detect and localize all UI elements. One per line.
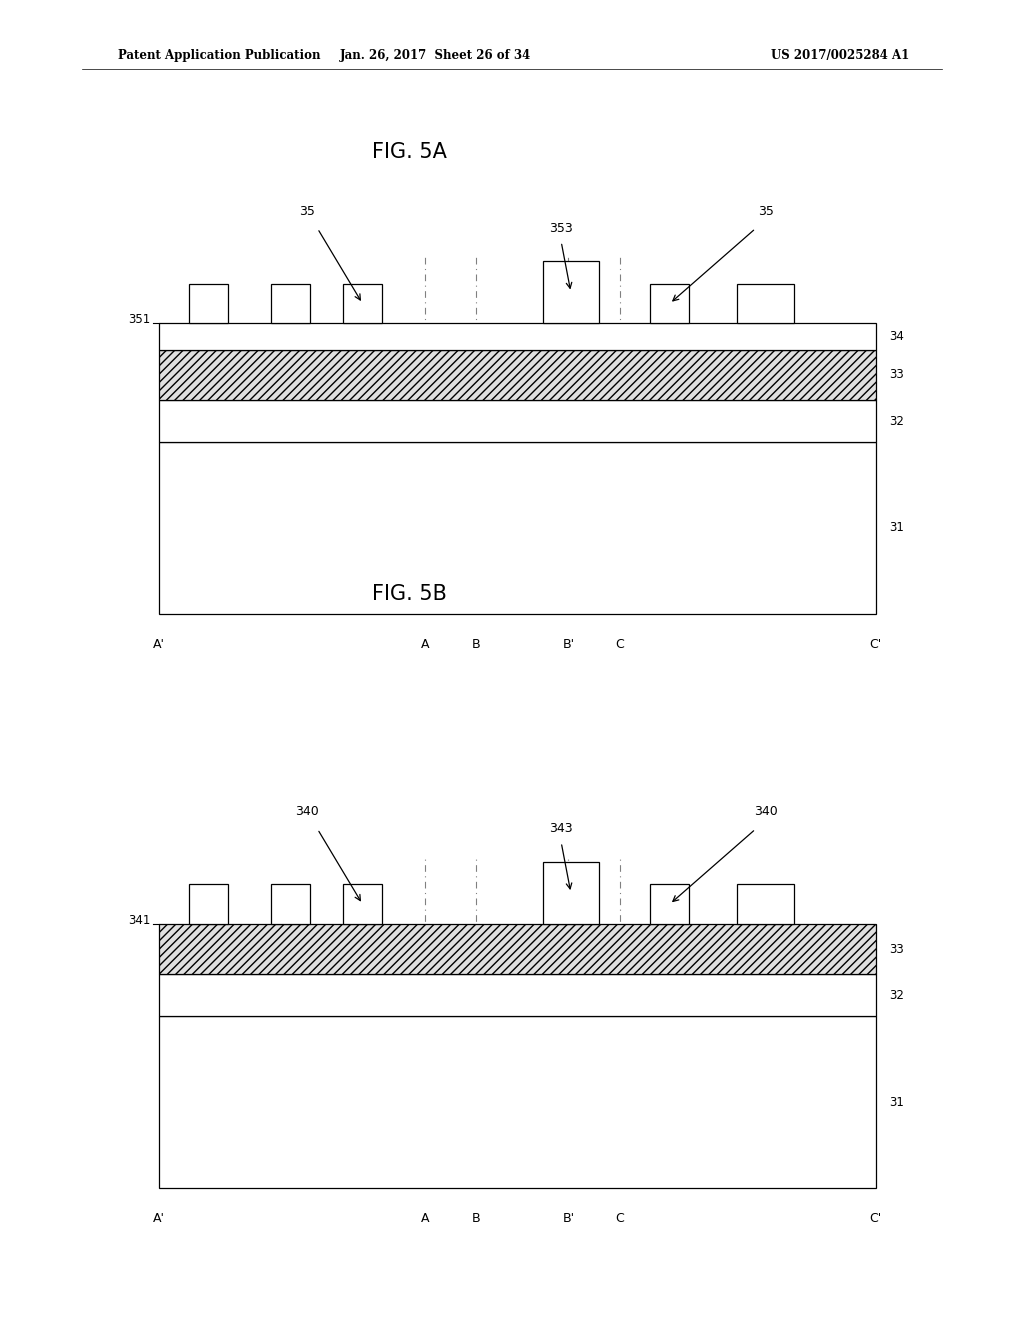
Text: 351: 351 — [128, 313, 151, 326]
Bar — [650, 884, 689, 924]
Text: 33: 33 — [889, 368, 903, 381]
Text: A: A — [421, 1212, 429, 1225]
Text: 353: 353 — [549, 222, 573, 235]
Text: C: C — [615, 1212, 624, 1225]
Text: 32: 32 — [889, 989, 904, 1002]
Bar — [271, 884, 310, 924]
Text: 33: 33 — [889, 942, 903, 956]
Text: 341: 341 — [128, 913, 151, 927]
Text: 34: 34 — [889, 330, 904, 343]
Text: 31: 31 — [889, 521, 904, 535]
Text: 340: 340 — [754, 805, 778, 818]
Text: 35: 35 — [758, 205, 774, 218]
Bar — [189, 884, 228, 924]
Bar — [343, 884, 382, 924]
Bar — [189, 284, 228, 323]
Bar — [159, 350, 876, 400]
Bar — [159, 442, 876, 614]
Text: FIG. 5B: FIG. 5B — [372, 583, 447, 605]
Text: 31: 31 — [889, 1096, 904, 1109]
Text: FIG. 5A: FIG. 5A — [372, 141, 447, 162]
Text: Jan. 26, 2017  Sheet 26 of 34: Jan. 26, 2017 Sheet 26 of 34 — [340, 49, 530, 62]
Text: B: B — [472, 1212, 480, 1225]
Text: B: B — [472, 638, 480, 651]
Bar — [737, 284, 794, 323]
Text: C': C' — [869, 1212, 882, 1225]
Text: B': B' — [562, 1212, 574, 1225]
Bar — [159, 323, 876, 350]
Text: 340: 340 — [295, 805, 319, 818]
Bar — [737, 884, 794, 924]
Text: A': A' — [153, 638, 165, 651]
Text: 343: 343 — [549, 822, 573, 836]
Bar — [159, 924, 876, 974]
Text: B': B' — [562, 638, 574, 651]
Text: C: C — [615, 638, 624, 651]
Text: 32: 32 — [889, 414, 904, 428]
Bar — [543, 862, 599, 924]
Bar — [543, 261, 599, 323]
Text: US 2017/0025284 A1: US 2017/0025284 A1 — [770, 49, 909, 62]
Bar — [650, 284, 689, 323]
Text: A': A' — [153, 1212, 165, 1225]
Bar — [159, 974, 876, 1016]
Text: 35: 35 — [299, 205, 315, 218]
Bar — [271, 284, 310, 323]
Bar — [343, 284, 382, 323]
Text: C': C' — [869, 638, 882, 651]
Bar — [159, 1016, 876, 1188]
Text: A: A — [421, 638, 429, 651]
Bar — [159, 400, 876, 442]
Text: Patent Application Publication: Patent Application Publication — [118, 49, 321, 62]
